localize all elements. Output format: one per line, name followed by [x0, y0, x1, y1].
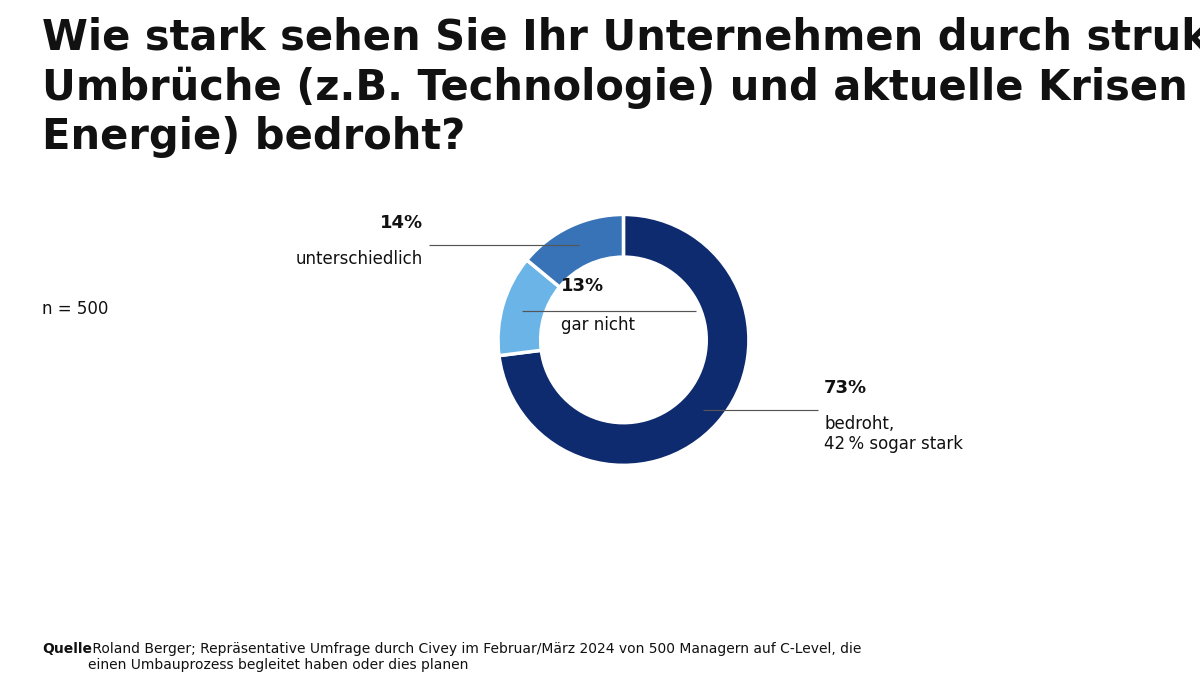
Text: Wie stark sehen Sie Ihr Unternehmen durch strukturelle
Umbrüche (z.B. Technologi: Wie stark sehen Sie Ihr Unternehmen durc…: [42, 17, 1200, 158]
Text: Roland Berger; Repräsentative Umfrage durch Civey im Februar/März 2024 von 500 M: Roland Berger; Repräsentative Umfrage du…: [88, 642, 860, 672]
Text: 14%: 14%: [379, 214, 422, 232]
Wedge shape: [527, 214, 624, 287]
Text: gar nicht: gar nicht: [560, 315, 635, 334]
Text: 73%: 73%: [824, 379, 868, 397]
Text: Quelle: Quelle: [42, 642, 92, 656]
Wedge shape: [498, 260, 559, 356]
Text: bedroht,
42 % sogar stark: bedroht, 42 % sogar stark: [824, 415, 964, 454]
Wedge shape: [499, 214, 749, 465]
Text: unterschiedlich: unterschiedlich: [295, 249, 422, 268]
Text: 13%: 13%: [560, 278, 604, 295]
Text: n = 500: n = 500: [42, 300, 108, 318]
